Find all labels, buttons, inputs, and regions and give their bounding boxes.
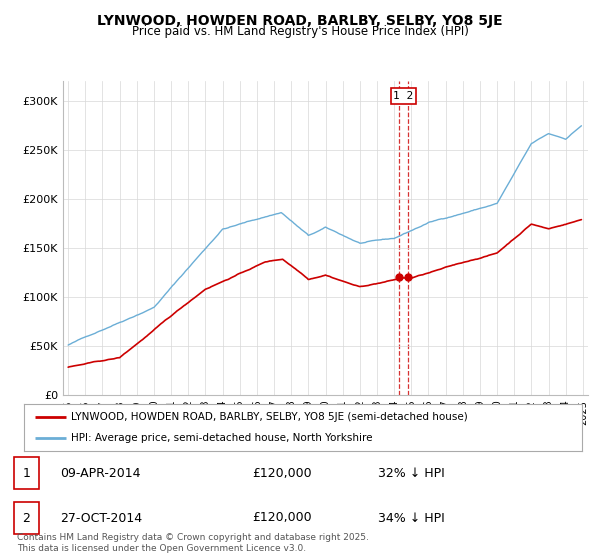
Text: HPI: Average price, semi-detached house, North Yorkshire: HPI: Average price, semi-detached house,… (71, 433, 373, 444)
Text: 1 2: 1 2 (394, 91, 413, 101)
Text: LYNWOOD, HOWDEN ROAD, BARLBY, SELBY, YO8 5JE (semi-detached house): LYNWOOD, HOWDEN ROAD, BARLBY, SELBY, YO8… (71, 412, 468, 422)
Text: 2: 2 (22, 511, 31, 525)
Text: LYNWOOD, HOWDEN ROAD, BARLBY, SELBY, YO8 5JE: LYNWOOD, HOWDEN ROAD, BARLBY, SELBY, YO8… (97, 14, 503, 28)
Text: 27-OCT-2014: 27-OCT-2014 (60, 511, 142, 525)
Text: 09-APR-2014: 09-APR-2014 (60, 466, 140, 480)
Text: Price paid vs. HM Land Registry's House Price Index (HPI): Price paid vs. HM Land Registry's House … (131, 25, 469, 38)
Text: 34% ↓ HPI: 34% ↓ HPI (378, 511, 445, 525)
Text: Contains HM Land Registry data © Crown copyright and database right 2025.
This d: Contains HM Land Registry data © Crown c… (17, 533, 368, 553)
Text: 32% ↓ HPI: 32% ↓ HPI (378, 466, 445, 480)
Text: 1: 1 (22, 466, 31, 480)
Text: £120,000: £120,000 (252, 511, 311, 525)
Text: £120,000: £120,000 (252, 466, 311, 480)
